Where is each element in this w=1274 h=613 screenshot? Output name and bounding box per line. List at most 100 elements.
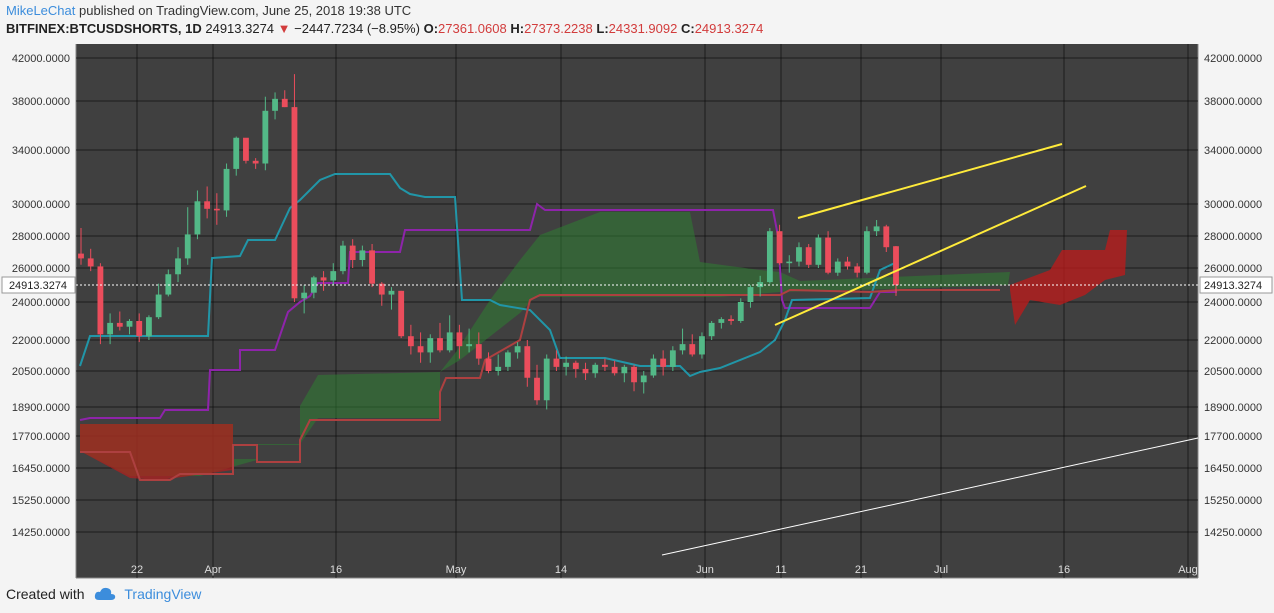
candle-body [563,362,570,367]
y-tick-left: 30000.0000 [12,199,70,211]
candle-body [340,245,346,272]
plot-area [76,44,1198,578]
candle-body [369,250,375,284]
y-tick-right: 20500.0000 [1204,366,1262,378]
candle-body [825,237,831,273]
candle-body [718,319,725,323]
y-tick-right: 14250.0000 [1204,527,1262,539]
x-tick: 22 [131,564,143,576]
open-label: O: [423,21,439,36]
lagging-span [80,288,1000,481]
y-tick-right: 34000.0000 [1204,145,1262,157]
candle-body [883,226,890,248]
y-tick-right: 26000.0000 [1204,263,1262,275]
candle-body [223,168,230,211]
x-tick: May [446,564,467,576]
y-tick-left: 17700.0000 [12,431,70,443]
candle-body [466,344,473,347]
candle-body [815,237,822,265]
y-tick-right: 22000.0000 [1204,335,1262,347]
candle-body [524,346,531,378]
candle-body [669,350,676,367]
low-label: L: [596,21,609,36]
y-tick-left: 14250.0000 [12,527,70,539]
tradingview-cloud-icon [94,587,116,604]
y-tick-right: 42000.0000 [1204,53,1262,65]
cloud-red-right [1010,230,1127,325]
candle-body [475,344,482,359]
candle-body [116,322,123,327]
high-label: H: [510,21,525,36]
candle-body [893,246,899,285]
candle-body [184,234,191,259]
close-label: C: [680,21,695,36]
candle-body [747,287,754,302]
candle-body [437,338,443,351]
down-arrow-icon: ▼ [277,21,291,36]
y-tick-left: 24000.0000 [12,297,70,309]
candle-body [291,107,298,299]
candle-body [805,247,812,265]
candle-body [534,377,540,401]
candle-body [281,98,288,108]
candle-body [136,321,143,337]
tradingview-link[interactable]: TradingView [124,586,202,602]
candle-body [854,266,861,273]
close-value: 24913.3274 [694,21,764,36]
y-tick-left: 34000.0000 [12,145,70,157]
x-tick: 21 [855,564,867,576]
candle-body [446,332,453,351]
y-tick-left: 15250.0000 [12,495,70,507]
x-tick: Jul [934,564,948,576]
candle-body [301,292,308,299]
candle-body [572,362,579,369]
symbol-label: BITFINEX:BTCUSDSHORTS, 1D [6,21,202,36]
candle-body [543,358,550,401]
candle-body [87,258,94,267]
candle-body [786,261,793,264]
candle-body [398,290,405,337]
x-tick: 16 [1058,564,1070,576]
candle-body [699,336,705,355]
candle-body [330,271,337,281]
candle-body [194,201,201,235]
candle-body [243,137,249,161]
y-tick-right: 15250.0000 [1204,495,1262,507]
y-tick-left: 38000.0000 [12,96,70,108]
candle-body [155,294,162,318]
x-tick: 16 [330,564,342,576]
candle-body [650,358,657,376]
y-tick-left: 26000.0000 [12,263,70,275]
candle-body [640,375,647,383]
y-tick-right: 38000.0000 [1204,96,1262,108]
x-tick: Jun [696,564,714,576]
y-tick-right: 17700.0000 [1204,431,1262,443]
x-tick: Aug [1178,564,1198,576]
candle-body [611,366,618,374]
author-link[interactable]: MikeLeChat [6,3,76,18]
candle-body [146,317,152,337]
last-price-tag-right [1199,276,1273,294]
y-tick-right: 18900.0000 [1204,402,1262,414]
y-tick-left: 42000.0000 [12,53,70,65]
support-line [661,437,1199,556]
candle-body [107,322,114,335]
publish-line: MikeLeChat published on TradingView.com,… [6,3,411,18]
candle-body [582,368,589,374]
x-tick: 14 [555,564,567,576]
candle-body [78,253,84,259]
candle-body [456,332,463,347]
candle-body [407,336,414,347]
candle-body [97,266,104,335]
y-tick-left: 16450.0000 [12,463,70,475]
candle-body [631,366,637,383]
tenkan-line [79,173,898,378]
candle-body [863,231,870,273]
y-tick-left: 22000.0000 [12,335,70,347]
low-value: 24331.9092 [608,21,678,36]
candle-body [728,319,734,321]
candle-body [679,344,686,351]
candle-body [553,358,560,367]
candle-body [165,274,172,295]
